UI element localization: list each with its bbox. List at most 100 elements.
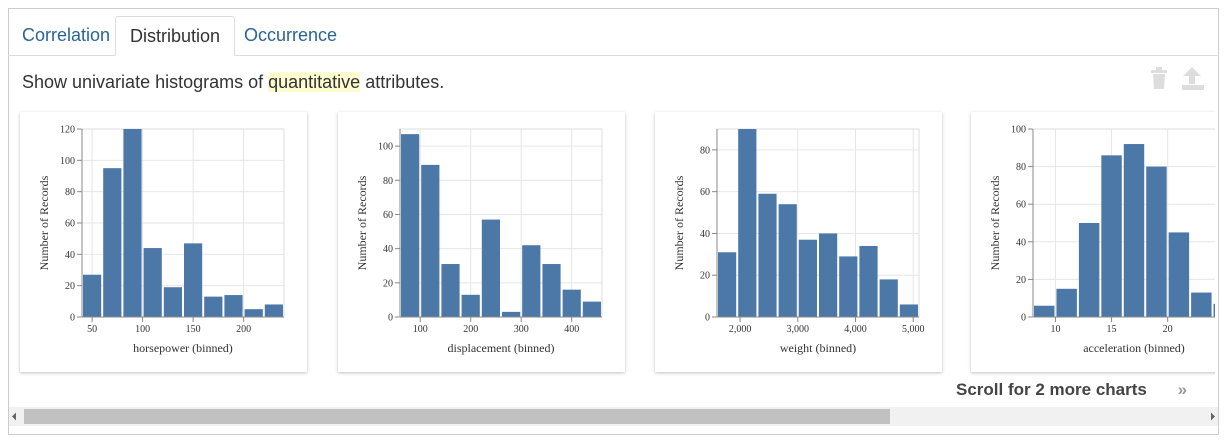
histogram-bar: [103, 168, 122, 317]
histogram-bar: [899, 304, 918, 317]
x-tick-label: 3,000: [787, 324, 810, 335]
histogram-bar: [778, 204, 797, 317]
y-tick-label: 80: [65, 187, 75, 198]
scroll-hint[interactable]: Scroll for 2 more charts »: [956, 380, 1187, 400]
x-axis-title: horsepower (binned): [133, 341, 233, 355]
tab[interactable]: Distribution: [115, 16, 236, 56]
histogram-bar: [143, 248, 162, 317]
y-tick-label: 20: [700, 271, 710, 282]
histogram-bar: [522, 245, 541, 317]
y-axis-title: Number of Records: [988, 175, 1002, 270]
description-highlight: quantitative: [268, 72, 361, 92]
histogram-bar: [184, 243, 203, 317]
y-tick-label: 40: [1016, 237, 1026, 248]
chevron-icon: »: [1177, 380, 1188, 399]
y-tick-label: 0: [70, 313, 75, 324]
histogram-bar: [502, 311, 521, 317]
y-tick-label: 40: [383, 244, 393, 255]
y-tick-label: 40: [65, 250, 75, 261]
x-tick-label: 4,000: [844, 324, 867, 335]
y-tick-label: 0: [705, 313, 710, 324]
histogram-bar: [1146, 166, 1167, 317]
histogram-bar: [204, 296, 223, 317]
histogram-bar: [163, 287, 182, 317]
chart-card: 0 20 40 60 80 100 10 15 20 acceleration (binned) N…: [971, 112, 1215, 372]
histogram-bar: [718, 252, 737, 317]
x-tick-label: 5,000: [902, 324, 925, 335]
y-tick-label: 20: [383, 278, 393, 289]
description: Show univariate histograms of quantitati…: [22, 72, 444, 93]
x-tick-label: 100: [413, 324, 428, 335]
x-tick-label: 2,000: [729, 324, 752, 335]
y-tick-label: 0: [1021, 313, 1026, 324]
panel-frame: [8, 8, 1219, 435]
histogram-bar: [123, 129, 142, 317]
histogram-bar: [562, 289, 581, 317]
histogram-bar: [839, 256, 858, 317]
y-tick-label: 60: [383, 210, 393, 221]
histogram-bar: [1123, 144, 1145, 317]
histogram-bar: [421, 164, 440, 317]
x-tick-label: 300: [514, 324, 529, 335]
x-tick-label: 200: [236, 324, 251, 335]
y-tick-label: 100: [378, 142, 393, 153]
y-tick-label: 20: [1016, 275, 1026, 286]
histogram-bar: [738, 129, 757, 317]
y-tick-label: 80: [700, 145, 710, 156]
chart-card: 0 20 40 60 80 2,000 3,000 4,000 5,000 weight (bin…: [655, 112, 942, 372]
upload-icon[interactable]: [1182, 67, 1204, 90]
tab[interactable]: Correlation: [22, 25, 111, 45]
histogram-bar: [1191, 292, 1212, 317]
chart-card: 0 20 40 60 80 100 100 200 300 400 displacement (bi…: [338, 112, 625, 372]
histogram-bar: [401, 134, 420, 317]
histogram-bar: [1213, 303, 1215, 317]
y-tick-label: 20: [65, 281, 75, 292]
y-tick-label: 60: [700, 187, 710, 198]
trash-icon[interactable]: [1151, 67, 1167, 89]
x-tick-label: 15: [1107, 324, 1117, 335]
tab-bar: Correlation Distribution Occurrence: [8, 8, 1219, 56]
histogram-bar: [224, 295, 243, 317]
histogram-bar: [859, 245, 878, 317]
chart-scroller: 0 20 40 60 80 100 120 50 100 150 200 horsepower (bi…: [10, 105, 1215, 385]
y-tick-label: 120: [60, 125, 75, 136]
histogram-bar: [879, 279, 898, 317]
histogram-bar: [1034, 305, 1055, 317]
y-tick-label: 0: [388, 313, 393, 324]
histogram-bar: [83, 274, 102, 317]
histogram-bar: [441, 264, 460, 317]
x-tick-label: 10: [1050, 324, 1060, 335]
histogram-bar: [1056, 288, 1077, 317]
scrollbar-graphics: [12, 409, 1215, 424]
card: [20, 112, 307, 372]
toolbar-icons: [1151, 67, 1204, 90]
card: [338, 112, 625, 372]
scroll-thumb[interactable]: [24, 409, 890, 424]
y-axis-title: Number of Records: [672, 175, 686, 270]
y-tick-label: 100: [1011, 125, 1026, 136]
histogram-bar: [461, 294, 480, 317]
y-axis-title: Number of Records: [355, 175, 369, 270]
scroll-hint-text: Scroll for 2 more charts: [956, 380, 1147, 399]
histogram-bar: [264, 304, 283, 317]
histogram-bar: [819, 233, 838, 317]
scrollbar[interactable]: [9, 407, 1218, 426]
histogram-bar: [244, 309, 263, 317]
histogram-bar: [582, 301, 601, 317]
y-tick-label: 60: [1016, 200, 1026, 211]
x-tick-label: 50: [87, 324, 97, 335]
card: [655, 112, 942, 372]
tab[interactable]: Occurrence: [244, 25, 338, 45]
histogram-bar: [542, 264, 561, 317]
x-axis-title: weight (binned): [780, 341, 856, 355]
x-tick-label: 150: [186, 324, 201, 335]
x-tick-label: 400: [564, 324, 579, 335]
y-tick-label: 80: [1016, 162, 1026, 173]
x-tick-label: 100: [135, 324, 150, 335]
x-axis-title: displacement (binned): [448, 341, 555, 355]
y-tick-label: 80: [383, 176, 393, 187]
histogram-bar: [1101, 155, 1122, 317]
